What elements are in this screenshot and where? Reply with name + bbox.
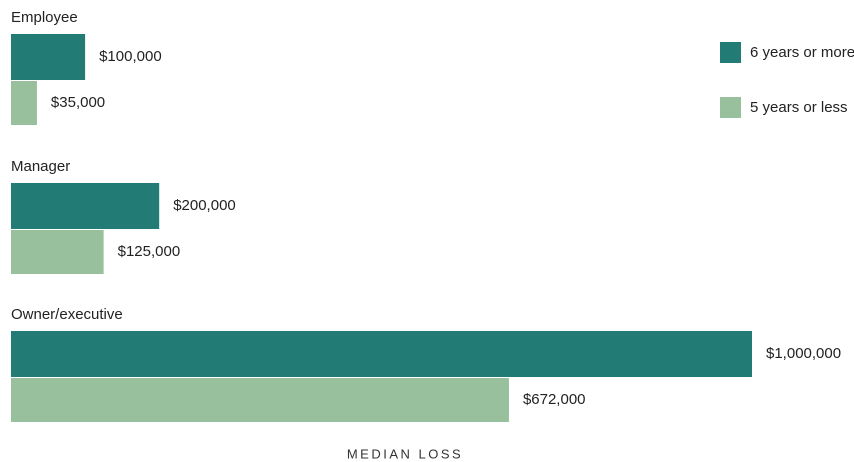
bar	[11, 230, 104, 274]
legend-label: 5 years or less	[750, 99, 848, 116]
value-label: $672,000	[523, 391, 586, 408]
x-axis-label: MEDIAN LOSS	[347, 446, 463, 461]
value-label: $1,000,000	[766, 345, 841, 362]
legend-swatch	[720, 97, 741, 118]
bar	[11, 331, 752, 377]
value-label: $35,000	[51, 94, 105, 111]
category-label: Owner/executive	[11, 306, 123, 323]
value-label: $200,000	[173, 197, 236, 214]
bar	[11, 378, 509, 422]
legend-label: 6 years or more	[750, 44, 854, 61]
bar	[11, 34, 86, 80]
category-label: Manager	[11, 158, 70, 175]
value-label: $100,000	[99, 48, 162, 65]
bar	[11, 183, 160, 229]
legend-swatch	[720, 42, 741, 63]
value-label: $125,000	[118, 243, 181, 260]
category-label: Employee	[11, 9, 78, 26]
bar	[11, 81, 37, 125]
